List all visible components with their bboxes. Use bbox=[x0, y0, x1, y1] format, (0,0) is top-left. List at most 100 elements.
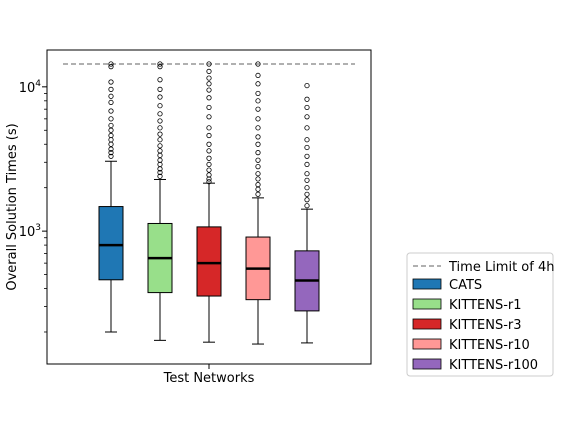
outlier-point bbox=[157, 137, 163, 143]
outlier-point bbox=[206, 61, 212, 67]
outlier-point bbox=[255, 171, 261, 177]
outlier-point bbox=[255, 134, 261, 140]
outlier-point bbox=[108, 86, 114, 92]
outlier-point bbox=[255, 182, 261, 188]
outlier-point bbox=[255, 125, 261, 131]
outlier-point bbox=[157, 157, 163, 163]
outlier-point bbox=[255, 90, 261, 97]
outlier-point bbox=[255, 72, 261, 79]
outlier-point bbox=[108, 116, 114, 122]
outlier-point bbox=[108, 127, 114, 133]
outlier-point bbox=[157, 118, 163, 124]
outlier-point bbox=[304, 125, 310, 131]
legend-label-kittens-r100: KITTENS-r100 bbox=[449, 358, 538, 373]
outlier-point bbox=[255, 157, 261, 163]
outlier-point bbox=[108, 79, 114, 85]
y-tick-label: 103 bbox=[19, 223, 41, 240]
outlier-point bbox=[304, 171, 310, 177]
legend-label-kittens-r10: KITTENS-r10 bbox=[449, 338, 530, 353]
outlier-point bbox=[206, 167, 212, 173]
box-kittens-r10 bbox=[245, 61, 271, 345]
y-axis-label: Overall Solution Times (s) bbox=[5, 123, 20, 290]
outlier-point bbox=[157, 94, 163, 100]
outlier-point bbox=[157, 169, 163, 176]
outlier-point bbox=[157, 148, 163, 154]
outlier-point bbox=[255, 141, 261, 147]
y-axis-ticks: 103 104 bbox=[19, 79, 47, 333]
outlier-point bbox=[304, 82, 310, 89]
outlier-point bbox=[304, 114, 310, 120]
outlier-point bbox=[108, 64, 114, 70]
outlier-point bbox=[206, 104, 212, 111]
legend-time-limit-label: Time Limit of 4h bbox=[448, 260, 554, 275]
outlier-point bbox=[206, 68, 212, 74]
outlier-point bbox=[206, 75, 212, 81]
outlier-point bbox=[108, 61, 114, 67]
legend-label-kittens-r1: KITTENS-r1 bbox=[449, 298, 522, 313]
legend-swatch-kittens-r100 bbox=[412, 358, 442, 370]
outlier-point bbox=[255, 116, 261, 122]
outlier-point bbox=[157, 77, 163, 83]
outlier-point bbox=[157, 61, 163, 67]
outlier-point bbox=[304, 104, 310, 111]
outlier-point bbox=[304, 191, 310, 197]
legend-frame bbox=[406, 252, 554, 377]
box-kittens-r3 bbox=[196, 61, 222, 343]
outlier-point bbox=[206, 161, 212, 168]
outlier-point bbox=[304, 177, 310, 183]
box bbox=[196, 226, 222, 297]
outlier-point bbox=[255, 186, 261, 192]
outlier-point bbox=[108, 132, 114, 139]
outlier-point bbox=[157, 152, 163, 158]
outlier-point bbox=[157, 64, 163, 70]
y-tick-label: 104 bbox=[19, 79, 42, 96]
outlier-point bbox=[255, 176, 261, 182]
legend-label-cats: CATS bbox=[449, 278, 482, 293]
outlier-point bbox=[206, 114, 212, 120]
legend-swatch-kittens-r3 bbox=[412, 318, 442, 330]
outlier-point bbox=[255, 164, 261, 170]
outlier-point bbox=[304, 203, 310, 209]
box bbox=[98, 206, 124, 281]
outlier-point bbox=[206, 176, 212, 182]
outlier-point bbox=[304, 144, 310, 151]
legend-label-kittens-r3: KITTENS-r3 bbox=[449, 318, 522, 333]
outlier-point bbox=[108, 150, 114, 156]
outlier-point bbox=[157, 173, 163, 179]
legend-swatch-kittens-r10 bbox=[412, 338, 442, 350]
box-kittens-r100 bbox=[294, 82, 320, 344]
outlier-point bbox=[304, 185, 310, 191]
outlier-point bbox=[206, 81, 212, 87]
outlier-point bbox=[157, 131, 163, 137]
outlier-point bbox=[304, 197, 310, 203]
outlier-point bbox=[206, 95, 212, 101]
outlier-point bbox=[108, 93, 114, 99]
outlier-point bbox=[206, 179, 212, 185]
outlier-point bbox=[304, 153, 310, 159]
outlier-point bbox=[255, 191, 261, 197]
outlier-point bbox=[157, 86, 163, 92]
box-plots bbox=[98, 61, 320, 345]
outlier-point bbox=[206, 148, 212, 154]
legend-swatch-kittens-r1 bbox=[412, 298, 442, 310]
outlier-point bbox=[157, 111, 163, 117]
legend: Time Limit of 4h CATS KITTENS-r1 KITTENS-r… bbox=[406, 252, 554, 377]
outlier-point bbox=[255, 61, 261, 67]
outlier-point bbox=[108, 146, 114, 152]
box-kittens-r1 bbox=[147, 61, 173, 341]
outlier-point bbox=[304, 161, 310, 168]
outlier-point bbox=[157, 125, 163, 131]
outlier-point bbox=[108, 122, 114, 129]
box-cats bbox=[98, 61, 124, 333]
outlier-point bbox=[304, 137, 310, 143]
outlier-point bbox=[157, 143, 163, 149]
outlier-point bbox=[206, 141, 212, 147]
outlier-point bbox=[255, 81, 261, 87]
outlier-point bbox=[206, 155, 212, 161]
outlier-point bbox=[108, 108, 114, 114]
outlier-point bbox=[206, 87, 212, 93]
outlier-point bbox=[206, 132, 212, 139]
outlier-point bbox=[206, 172, 212, 178]
outlier-point bbox=[108, 137, 114, 143]
